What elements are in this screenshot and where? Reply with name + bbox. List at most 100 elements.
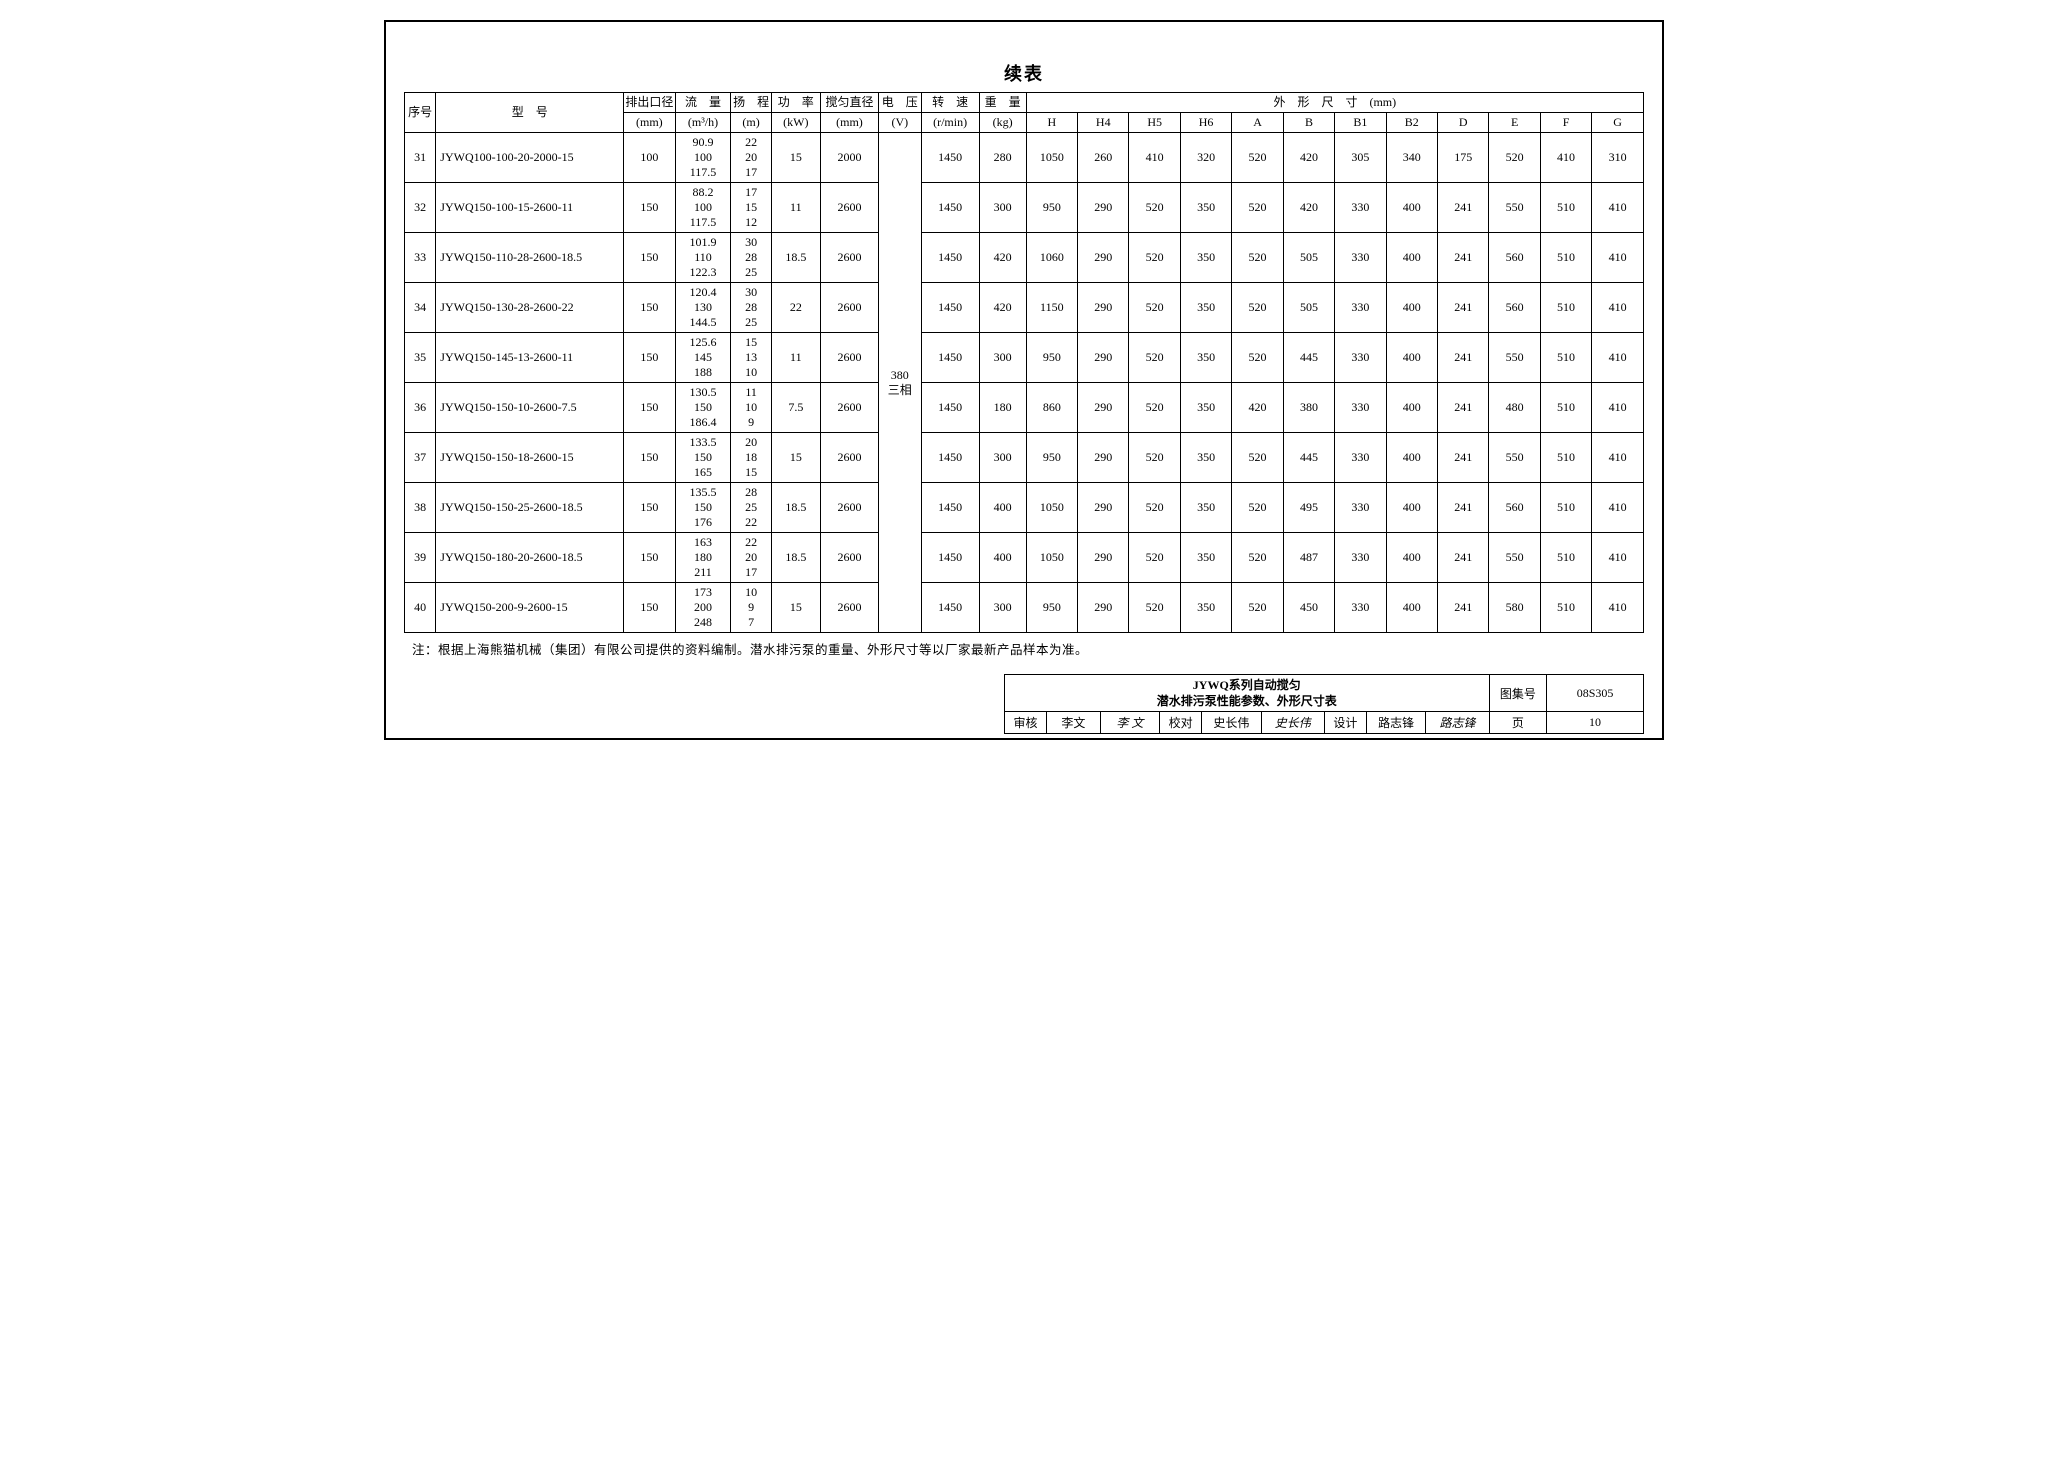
cell: 520 [1232, 333, 1283, 383]
col-seq: 序号 [405, 93, 436, 133]
dim-D: D [1438, 113, 1489, 133]
col-weight: 重 量 [979, 93, 1026, 113]
review-label: 审核 [1005, 712, 1047, 734]
cell: 520 [1129, 383, 1180, 433]
cell: 520 [1129, 233, 1180, 283]
cell: 550 [1489, 533, 1540, 583]
cell: 410 [1540, 133, 1591, 183]
table-title: 续表 [404, 60, 1644, 86]
cell: 150 [624, 433, 675, 483]
cell: 950 [1026, 183, 1077, 233]
cell: 241 [1438, 483, 1489, 533]
cell: 1450 [921, 583, 979, 633]
dim-F: F [1540, 113, 1591, 133]
cell: JYWQ100-100-20-2000-15 [436, 133, 624, 183]
cell: 39 [405, 533, 436, 583]
cell: 150 [624, 283, 675, 333]
cell: 510 [1540, 183, 1591, 233]
cell: 130.5 150 186.4 [675, 383, 731, 433]
cell: 510 [1540, 433, 1591, 483]
page-no: 10 [1547, 712, 1644, 734]
cell: 350 [1180, 233, 1231, 283]
cell: 20 18 15 [731, 433, 771, 483]
voltage-cell: 380 三相 [879, 133, 921, 633]
cell: 241 [1438, 583, 1489, 633]
cell: 18.5 [771, 533, 820, 583]
cell: 420 [979, 283, 1026, 333]
cell: JYWQ150-100-15-2600-11 [436, 183, 624, 233]
cell: 175 [1438, 133, 1489, 183]
cell: 150 [624, 383, 675, 433]
cell: 290 [1078, 433, 1129, 483]
cell: 100 [624, 133, 675, 183]
cell: 163 180 211 [675, 533, 731, 583]
design-name: 路志锋 [1366, 712, 1425, 734]
unit-weight: (kg) [979, 113, 1026, 133]
cell: 1450 [921, 533, 979, 583]
cell: 550 [1489, 333, 1540, 383]
cell: 28 25 22 [731, 483, 771, 533]
cell: 330 [1335, 483, 1386, 533]
cell: 520 [1489, 133, 1540, 183]
cell: 520 [1129, 583, 1180, 633]
cell: 400 [1386, 333, 1437, 383]
cell: 380 [1283, 383, 1334, 433]
cell: 2600 [820, 483, 878, 533]
cell: 90.9 100 117.5 [675, 133, 731, 183]
cell: 400 [1386, 583, 1437, 633]
cell: 11 [771, 333, 820, 383]
cell: 420 [1283, 183, 1334, 233]
cell: 330 [1335, 233, 1386, 283]
cell: 18.5 [771, 483, 820, 533]
cell: 510 [1540, 583, 1591, 633]
cell: 22 [771, 283, 820, 333]
cell: 410 [1592, 483, 1644, 533]
cell: 31 [405, 133, 436, 183]
cell: 1450 [921, 483, 979, 533]
cell: 450 [1283, 583, 1334, 633]
cell: 2600 [820, 583, 878, 633]
cell: 340 [1386, 133, 1437, 183]
cell: 520 [1129, 183, 1180, 233]
cell: 300 [979, 583, 1026, 633]
spec-table: 序号 型 号 排出口径 流 量 扬 程 功 率 搅匀直径 电 压 转 速 重 量… [404, 92, 1644, 633]
cell: 1450 [921, 283, 979, 333]
cell: 2600 [820, 283, 878, 333]
cell: 400 [1386, 233, 1437, 283]
cell: 11 [771, 183, 820, 233]
cell: 1450 [921, 333, 979, 383]
cell: 241 [1438, 233, 1489, 283]
col-power: 功 率 [771, 93, 820, 113]
cell: 150 [624, 483, 675, 533]
cell: 950 [1026, 583, 1077, 633]
cell: 1450 [921, 183, 979, 233]
cell: 22 20 17 [731, 133, 771, 183]
cell: 35 [405, 333, 436, 383]
cell: 40 [405, 583, 436, 633]
cell: 520 [1232, 233, 1283, 283]
unit-flow: (m³/h) [675, 113, 731, 133]
cell: 520 [1129, 283, 1180, 333]
table-row: 39JYWQ150-180-20-2600-18.5150163 180 211… [405, 533, 1644, 583]
cell: JYWQ150-150-25-2600-18.5 [436, 483, 624, 533]
cell: 241 [1438, 333, 1489, 383]
dim-B1: B1 [1335, 113, 1386, 133]
dim-B2: B2 [1386, 113, 1437, 133]
cell: 290 [1078, 533, 1129, 583]
cell: 150 [624, 583, 675, 633]
cell: 560 [1489, 483, 1540, 533]
cell: 410 [1129, 133, 1180, 183]
cell: 1050 [1026, 133, 1077, 183]
review-name: 李文 [1047, 712, 1101, 734]
cell: JYWQ150-130-28-2600-22 [436, 283, 624, 333]
cell: JYWQ150-145-13-2600-11 [436, 333, 624, 383]
cell: 1050 [1026, 483, 1077, 533]
cell: 400 [1386, 483, 1437, 533]
cell: 520 [1129, 433, 1180, 483]
cell: 300 [979, 183, 1026, 233]
unit-mixdia: (mm) [820, 113, 878, 133]
cell: 330 [1335, 333, 1386, 383]
cell: 480 [1489, 383, 1540, 433]
footer-caption: JYWQ系列自动搅匀 潜水排污泵性能参数、外形尺寸表 [1005, 675, 1490, 712]
cell: 510 [1540, 533, 1591, 583]
